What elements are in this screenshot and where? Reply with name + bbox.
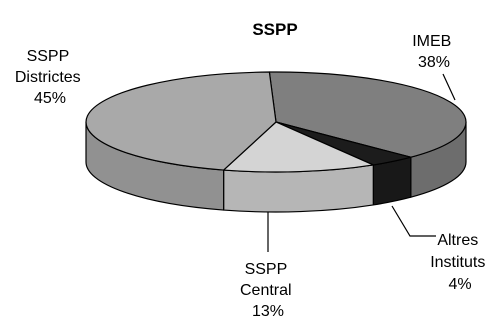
pie-tops <box>85 71 467 173</box>
chart-title: SSPP <box>252 20 297 39</box>
slice-top-2 <box>223 121 374 173</box>
pie-sides <box>85 121 467 213</box>
label-sspp-districtes: SSPP Districtes 45% <box>15 48 85 107</box>
label-imeb: IMEB 38% <box>412 33 456 71</box>
slice-top-3 <box>85 71 277 171</box>
leader-altres-instituts <box>391 205 436 237</box>
label-sspp-central: SSPP Central 13% <box>240 261 296 320</box>
label-altres-instituts: Altres Instituts 4% <box>430 232 490 293</box>
slice-top-0 <box>268 71 467 158</box>
leader-imeb <box>442 73 456 101</box>
leader-lines <box>267 73 456 252</box>
